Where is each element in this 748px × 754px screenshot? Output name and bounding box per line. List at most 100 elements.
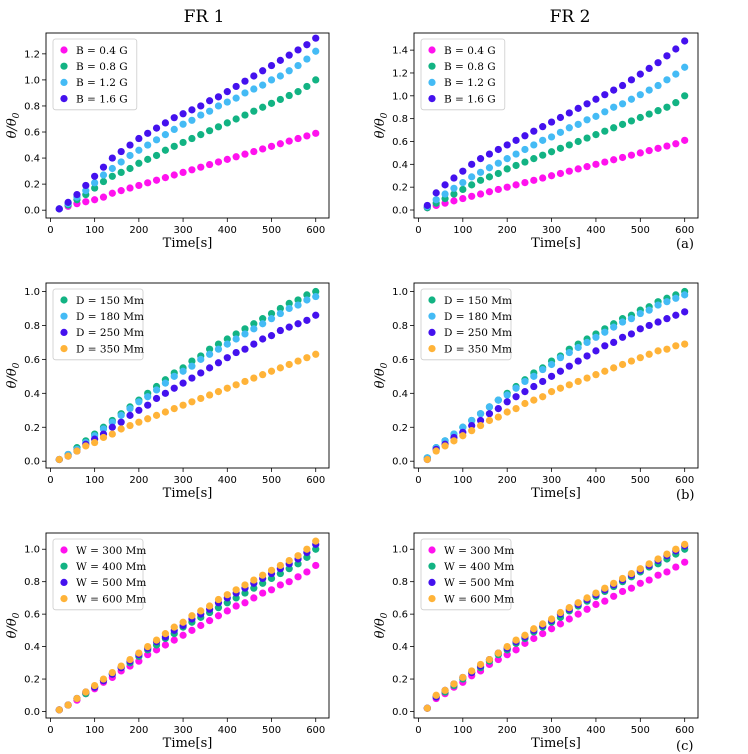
b-fr2-ytick-label: 0.2: [392, 423, 408, 434]
a-fr2-point-s0-9: [503, 183, 511, 191]
c-fr2-point-s0-24: [636, 579, 644, 587]
a-fr1-ylabel: θ/θ0: [5, 112, 22, 138]
a-fr2-point-s2-23: [627, 95, 636, 103]
a-fr2-point-s1-4: [459, 185, 467, 194]
a-fr1-point-s3-24: [267, 61, 276, 70]
c-fr1-point-s3-10: [144, 642, 152, 651]
a-fr2-point-s3-17: [574, 104, 582, 112]
a-fr1-point-s1-27: [294, 88, 302, 96]
a-fr1-legend-marker-2: [60, 78, 68, 86]
a-fr1-point-s2-12: [161, 131, 169, 139]
a-fr1-point-s2-9: [135, 146, 143, 154]
a-fr1-point-s0-8: [126, 184, 134, 192]
a-fr1-point-s1-13: [170, 142, 178, 150]
a-fr2-point-s1-8: [494, 169, 502, 178]
c-fr2-xtick-label: 400: [586, 725, 605, 736]
b-fr2-xlabel: Time[s]: [531, 486, 581, 501]
a-fr2-xtick-label: 500: [631, 225, 650, 236]
b-fr2-point-s1-4: [459, 423, 467, 431]
b-fr1-point-s1-12: [161, 379, 169, 387]
b-fr2-point-s3-24: [636, 354, 644, 362]
a-fr1-point-s0-7: [117, 187, 125, 195]
a-fr2-xtick-label: 300: [542, 225, 561, 236]
c-fr1-point-s3-0: [55, 706, 63, 714]
a-fr2-point-s3-26: [654, 59, 662, 67]
c-fr2-point-s3-12: [530, 625, 538, 633]
panel-label-a: (a): [676, 237, 694, 252]
c-fr1-axes-frame: [45, 532, 330, 719]
a-fr2-point-s0-15: [556, 169, 565, 178]
a-fr1-legend-label-0: B = 0.4 G: [76, 45, 128, 57]
a-fr1-point-s0-25: [276, 140, 284, 148]
a-fr2-point-s1-6: [476, 176, 485, 184]
c-fr2-point-s0-26: [654, 571, 662, 579]
a-fr1-point-s2-25: [276, 72, 284, 80]
b-fr1-point-s2-16: [197, 369, 205, 377]
a-fr2-point-s3-15: [556, 113, 565, 122]
b-fr1-point-s2-18: [214, 359, 223, 367]
a-fr1-point-s3-11: [152, 124, 161, 132]
c-fr1-point-s0-15: [188, 626, 196, 634]
c-fr2-point-s0-22: [618, 587, 627, 596]
a-fr2-point-s1-16: [565, 141, 573, 149]
a-fr2-point-s0-26: [654, 144, 662, 152]
b-fr2-point-s1-22: [618, 318, 627, 326]
chart-a-fr1: 0 100 200 300 400 500 600 0.0 0.2 0.4 0.6 0.8 1.0 1.2…: [5, 32, 330, 251]
a-fr1-point-s0-20: [232, 153, 240, 161]
a-fr2-point-s2-6: [476, 168, 485, 176]
c-fr1-point-s0-20: [232, 602, 240, 610]
c-fr1-point-s0-18: [214, 612, 223, 620]
a-fr1-point-s2-29: [312, 47, 320, 55]
b-fr1-point-s2-26: [285, 323, 293, 331]
a-fr1-point-s3-23: [259, 67, 267, 75]
a-fr2-point-s0-21: [610, 156, 618, 164]
b-fr2-point-s2-19: [592, 347, 600, 355]
c-fr1-legend-label-3: W = 600 Mm: [76, 593, 146, 605]
a-fr2-point-s3-11: [521, 132, 529, 140]
b-fr1-point-s1-24: [267, 315, 276, 323]
a-fr1-point-s2-14: [179, 120, 187, 128]
b-fr1-point-s1-13: [170, 372, 178, 380]
b-fr2-point-s2-10: [512, 393, 520, 401]
a-fr1-point-s3-15: [188, 106, 196, 114]
b-fr1-legend-box: [52, 288, 144, 361]
c-fr2-legend-box: [420, 538, 512, 611]
b-fr1-legend: D = 150 Mm D = 180 Mm D = 250 Mm D = 350 Mm: [52, 288, 144, 361]
b-fr2-legend-marker-3: [428, 345, 436, 353]
c-fr1-point-s0-28: [303, 568, 311, 576]
a-fr1-point-s0-18: [214, 158, 223, 166]
b-fr1-point-s3-6: [108, 430, 116, 438]
b-fr1-point-s2-15: [188, 374, 196, 382]
c-fr2-point-s0-10: [512, 646, 520, 654]
b-fr2-point-s3-8: [494, 413, 502, 421]
a-fr2-point-s3-24: [636, 70, 644, 78]
b-fr1-point-s3-3: [82, 442, 90, 450]
a-fr2-point-s0-12: [530, 176, 538, 184]
b-fr2-point-s1-27: [663, 298, 671, 306]
c-fr2-legend-marker-2: [428, 578, 436, 587]
b-fr2-point-s1-24: [636, 309, 644, 318]
c-fr1-xtick-label: 500: [262, 725, 281, 736]
chart-a-fr2: 0 100 200 300 400 500 600 0.0 0.2 0.4 0.6 0.8 1.0 1.2…: [373, 32, 699, 251]
b-fr1-legend-label-3: D = 350 Mm: [76, 343, 144, 355]
a-fr2-point-s2-19: [592, 112, 600, 120]
c-fr2-point-s3-21: [610, 579, 618, 587]
a-fr1-point-s1-29: [312, 76, 320, 84]
b-fr1-point-s1-11: [152, 386, 161, 394]
c-fr2-legend-label-3: W = 600 Mm: [444, 593, 514, 605]
a-fr1-point-s1-25: [276, 95, 284, 104]
a-fr1-point-s3-8: [126, 141, 134, 149]
b-fr2-point-s3-17: [574, 377, 582, 386]
c-fr2-legend-marker-0: [428, 546, 436, 554]
a-fr2-point-s2-16: [565, 124, 573, 132]
c-fr1-ytick-label: 0.6: [24, 610, 40, 621]
c-fr2-point-s3-25: [645, 560, 653, 568]
a-fr2-point-s0-14: [547, 172, 556, 180]
b-fr2-ylabel: θ/θ0: [373, 362, 390, 388]
a-fr2-xtick-label: 600: [675, 225, 694, 236]
a-fr2-point-s3-10: [512, 136, 520, 144]
a-fr2-point-s2-25: [645, 86, 653, 94]
c-fr2-ytick-label: 0.2: [392, 675, 408, 686]
c-fr2-point-s0-28: [672, 563, 680, 571]
a-fr1-point-s1-12: [161, 146, 169, 154]
